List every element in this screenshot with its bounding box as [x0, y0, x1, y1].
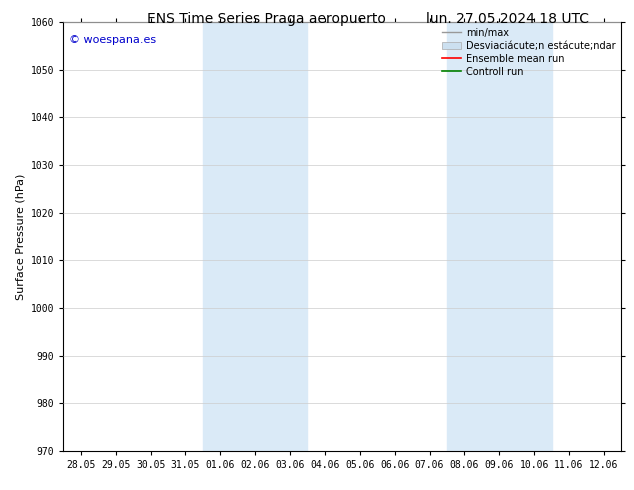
Bar [203, 22, 307, 451]
Text: © woespana.es: © woespana.es [69, 35, 156, 45]
Text: ENS Time Series Praga aeropuerto: ENS Time Series Praga aeropuerto [147, 12, 385, 26]
Bar [447, 22, 552, 451]
Legend: min/max, Desviaciácute;n estácute;ndar, Ensemble mean run, Controll run: min/max, Desviaciácute;n estácute;ndar, … [437, 24, 619, 80]
Text: lun. 27.05.2024 18 UTC: lun. 27.05.2024 18 UTC [425, 12, 589, 26]
Y-axis label: Surface Pressure (hPa): Surface Pressure (hPa) [15, 173, 25, 299]
